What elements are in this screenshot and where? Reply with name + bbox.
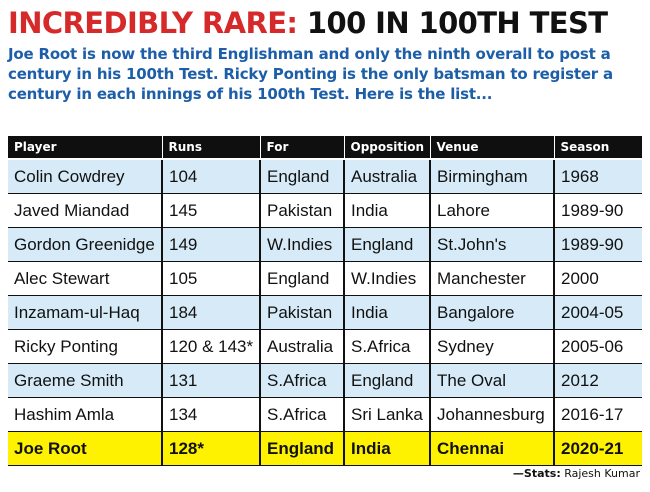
highlighted-row: Joe Root 128* England India Chennai 2020… xyxy=(8,431,642,466)
cell-opposition: Australia xyxy=(344,159,431,194)
col-header-venue: Venue xyxy=(430,136,555,160)
credit-name: Rajesh Kumar xyxy=(564,467,640,480)
cell-venue: St.John's xyxy=(430,227,555,262)
header-row: Player Runs For Opposition Venue Season xyxy=(8,136,642,160)
cell-runs: 105 xyxy=(162,261,261,296)
cell-opposition: England xyxy=(344,363,431,398)
cell-for: England xyxy=(260,261,345,296)
table-row: Javed Miandad 145 Pakistan India Lahore … xyxy=(8,193,642,228)
cell-venue: Johannesburg xyxy=(430,397,555,432)
cell-venue: Sydney xyxy=(430,329,555,364)
cell-for: England xyxy=(260,159,345,194)
cell-opposition: England xyxy=(344,227,431,262)
cell-player: Colin Cowdrey xyxy=(8,159,163,194)
cell-runs: 184 xyxy=(162,295,261,330)
table-row: Colin Cowdrey 104 England Australia Birm… xyxy=(8,159,642,194)
cell-player: Alec Stewart xyxy=(8,261,163,296)
stats-credit: —Stats: Rajesh Kumar xyxy=(513,467,640,480)
cell-player: Graeme Smith xyxy=(8,363,163,398)
cell-player: Javed Miandad xyxy=(8,193,163,228)
cell-season: 2020-21 xyxy=(554,431,642,466)
cell-opposition: W.Indies xyxy=(344,261,431,296)
cell-runs: 128* xyxy=(162,431,261,466)
cell-season: 2016-17 xyxy=(554,397,642,432)
col-header-player: Player xyxy=(8,136,163,160)
col-header-for: For xyxy=(260,136,345,160)
cell-season: 2005-06 xyxy=(554,329,642,364)
cell-player: Inzamam-ul-Haq xyxy=(8,295,163,330)
cell-for: England xyxy=(260,431,345,466)
cell-for: W.Indies xyxy=(260,227,345,262)
cell-opposition: Sri Lanka xyxy=(344,397,431,432)
cell-season: 1968 xyxy=(554,159,642,194)
cell-season: 1989-90 xyxy=(554,193,642,228)
table-row: Graeme Smith 131 S.Africa England The Ov… xyxy=(8,363,642,398)
cell-venue: Manchester xyxy=(430,261,555,296)
cell-runs: 120 & 143* xyxy=(162,329,261,364)
cell-season: 1989-90 xyxy=(554,227,642,262)
cell-venue: Bangalore xyxy=(430,295,555,330)
cell-runs: 131 xyxy=(162,363,261,398)
cell-season: 2004-05 xyxy=(554,295,642,330)
credit-label: —Stats: xyxy=(512,467,561,480)
table-row: Alec Stewart 105 England W.Indies Manche… xyxy=(8,261,642,296)
cell-venue: The Oval xyxy=(430,363,555,398)
cell-for: Pakistan xyxy=(260,193,345,228)
cell-player: Ricky Ponting xyxy=(8,329,163,364)
cell-player: Hashim Amla xyxy=(8,397,163,432)
cell-runs: 149 xyxy=(162,227,261,262)
cell-venue: Chennai xyxy=(430,431,555,466)
table-row: Hashim Amla 134 S.Africa Sri Lanka Johan… xyxy=(8,397,642,432)
cell-runs: 134 xyxy=(162,397,261,432)
cell-venue: Birmingham xyxy=(430,159,555,194)
cell-opposition: India xyxy=(344,193,431,228)
table-row: Inzamam-ul-Haq 184 Pakistan India Bangal… xyxy=(8,295,642,330)
cell-for: Pakistan xyxy=(260,295,345,330)
col-header-runs: Runs xyxy=(162,136,261,160)
cell-season: 2012 xyxy=(554,363,642,398)
cell-season: 2000 xyxy=(554,261,642,296)
century-table: Player Runs For Opposition Venue Season … xyxy=(8,136,642,466)
cell-opposition: India xyxy=(344,295,431,330)
intro-text: Joe Root is now the third Englishman and… xyxy=(8,45,613,103)
cell-venue: Lahore xyxy=(430,193,555,228)
cell-opposition: S.Africa xyxy=(344,329,431,364)
headline-accent: INCREDIBLY RARE: xyxy=(8,6,298,40)
cell-opposition: India xyxy=(344,431,431,466)
headline: INCREDIBLY RARE: 100 IN 100TH TEST xyxy=(8,6,608,40)
cell-runs: 104 xyxy=(162,159,261,194)
col-header-season: Season xyxy=(554,136,642,160)
cell-player: Joe Root xyxy=(8,431,163,466)
cell-for: Australia xyxy=(260,329,345,364)
table-row: Ricky Ponting 120 & 143* Australia S.Afr… xyxy=(8,329,642,364)
cell-runs: 145 xyxy=(162,193,261,228)
cell-for: S.Africa xyxy=(260,363,345,398)
col-header-opposition: Opposition xyxy=(344,136,431,160)
headline-main: 100 IN 100TH TEST xyxy=(306,6,608,40)
cell-player: Gordon Greenidge xyxy=(8,227,163,262)
table-row: Gordon Greenidge 149 W.Indies England St… xyxy=(8,227,642,262)
cell-for: S.Africa xyxy=(260,397,345,432)
